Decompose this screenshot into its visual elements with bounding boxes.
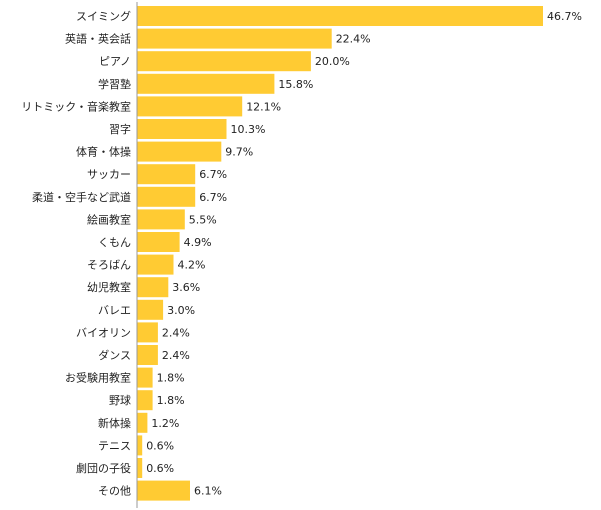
bar [137, 412, 148, 433]
bar [137, 232, 180, 252]
value-label: 0.6% [146, 462, 174, 475]
value-label: 46.7% [547, 10, 582, 23]
category-label: 野球 [109, 393, 131, 407]
bar [137, 254, 174, 275]
value-label: 2.4% [162, 326, 190, 339]
bar [137, 277, 169, 298]
bar [137, 164, 196, 185]
bar [137, 480, 190, 501]
bar [137, 209, 185, 230]
category-label: 柔道・空手など武道 [32, 190, 131, 204]
category-label: くもん [98, 236, 131, 249]
value-label: 15.8% [278, 78, 313, 91]
bar [137, 141, 222, 162]
bar [137, 435, 143, 456]
value-label: 2.4% [162, 349, 190, 362]
value-label: 5.5% [189, 213, 217, 226]
category-label: 幼児教室 [87, 280, 131, 294]
bar [137, 119, 227, 139]
category-label: 習字 [109, 122, 131, 136]
bar [137, 6, 543, 26]
bar [137, 96, 243, 117]
category-label: 新体操 [98, 416, 131, 430]
category-label: そろばん [87, 259, 131, 272]
bar [137, 367, 153, 388]
category-label-group: スイミング英語・英会話ピアノ学習塾リトミック・音楽教室習字体育・体操サッカー柔道… [21, 9, 131, 498]
category-label: 絵画教室 [87, 212, 131, 226]
value-label: 6.7% [199, 168, 227, 181]
bar [137, 299, 164, 320]
category-label: バレエ [98, 304, 131, 317]
value-label: 1.8% [157, 372, 185, 385]
value-label: 4.9% [184, 236, 212, 249]
value-label-group: 46.7% 22.4% 20.0%15.8% 12.1% 10.3% 9.7% 6.7% 6.… [146, 10, 582, 498]
category-label: リトミック・音楽教室 [21, 99, 131, 113]
bar [137, 322, 158, 343]
category-label: ピアノ [99, 55, 131, 68]
value-label: 12.1% [246, 100, 281, 113]
category-label: バイオリン [76, 326, 131, 339]
value-label: 4.2% [178, 259, 206, 272]
category-label: 学習塾 [98, 77, 131, 91]
value-label: 1.2% [151, 417, 179, 430]
value-label: 6.1% [194, 485, 222, 498]
value-label: 3.0% [167, 304, 195, 317]
bar-group [137, 6, 543, 501]
bar [137, 28, 332, 49]
value-label: 20.0% [315, 55, 350, 68]
value-label: 0.6% [146, 439, 174, 452]
value-label: 1.8% [157, 394, 185, 407]
category-label: テニス [98, 439, 131, 452]
value-label: 3.6% [172, 281, 200, 294]
value-label: 10.3% [231, 123, 266, 136]
category-label: ダンス [98, 348, 131, 362]
category-label: サッカー [87, 168, 131, 181]
category-label: スイミング [76, 9, 131, 23]
bar [137, 458, 143, 478]
category-label: 英語・英会話 [65, 32, 131, 46]
bar [137, 51, 311, 72]
bar [137, 345, 158, 365]
category-label: 体育・体操 [76, 145, 131, 159]
category-label: 劇団の子役 [76, 461, 131, 475]
category-label: その他 [98, 485, 131, 498]
value-label: 6.7% [199, 191, 227, 204]
category-label: お受験用教室 [65, 371, 131, 385]
bar [137, 73, 275, 94]
bar [137, 186, 196, 207]
value-label: 9.7% [225, 146, 253, 159]
bar [137, 390, 153, 411]
value-label: 22.4% [336, 33, 371, 46]
